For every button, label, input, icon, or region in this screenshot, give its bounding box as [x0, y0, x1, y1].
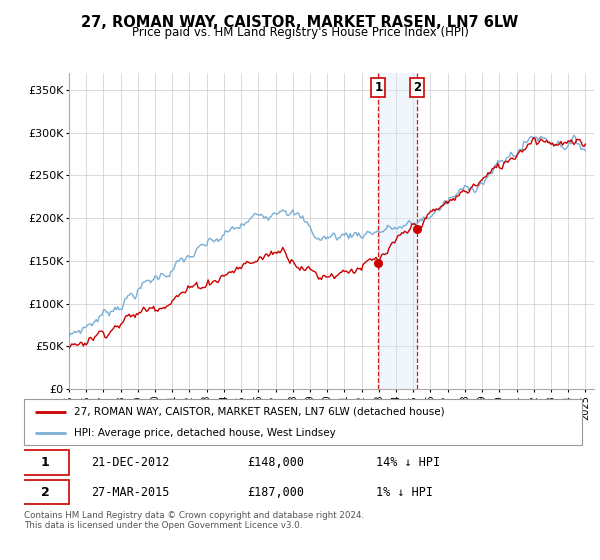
- Text: 1: 1: [374, 81, 382, 94]
- FancyBboxPatch shape: [21, 480, 68, 505]
- Bar: [379, 73, 418, 389]
- Text: £187,000: £187,000: [247, 486, 304, 498]
- Text: 2: 2: [413, 81, 421, 94]
- FancyBboxPatch shape: [21, 450, 68, 475]
- Text: 1% ↓ HPI: 1% ↓ HPI: [376, 486, 433, 498]
- Text: 27-MAR-2015: 27-MAR-2015: [91, 486, 169, 498]
- Text: 14% ↓ HPI: 14% ↓ HPI: [376, 456, 440, 469]
- Text: £148,000: £148,000: [247, 456, 304, 469]
- Text: Price paid vs. HM Land Registry's House Price Index (HPI): Price paid vs. HM Land Registry's House …: [131, 26, 469, 39]
- Text: 1: 1: [41, 456, 50, 469]
- FancyBboxPatch shape: [24, 399, 582, 445]
- Text: Contains HM Land Registry data © Crown copyright and database right 2024.
This d: Contains HM Land Registry data © Crown c…: [24, 511, 364, 530]
- Text: 27, ROMAN WAY, CAISTOR, MARKET RASEN, LN7 6LW (detached house): 27, ROMAN WAY, CAISTOR, MARKET RASEN, LN…: [74, 407, 445, 417]
- Text: 2: 2: [41, 486, 50, 498]
- Text: 21-DEC-2012: 21-DEC-2012: [91, 456, 169, 469]
- Text: HPI: Average price, detached house, West Lindsey: HPI: Average price, detached house, West…: [74, 428, 336, 438]
- Text: 27, ROMAN WAY, CAISTOR, MARKET RASEN, LN7 6LW: 27, ROMAN WAY, CAISTOR, MARKET RASEN, LN…: [82, 15, 518, 30]
